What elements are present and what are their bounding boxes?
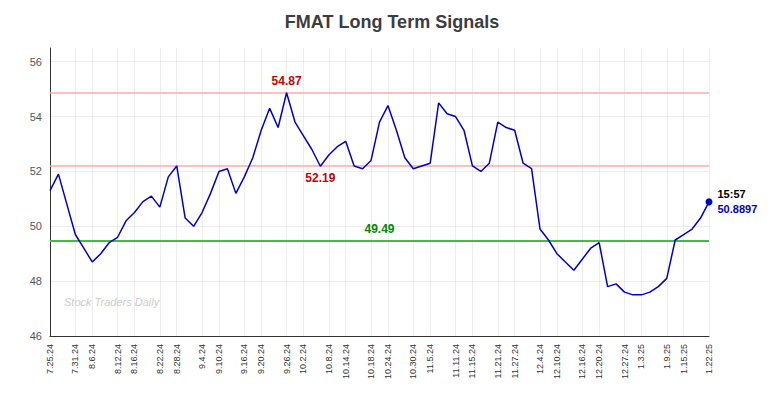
svg-text:7.31.24: 7.31.24 — [70, 344, 80, 374]
svg-text:1.3.25: 1.3.25 — [636, 344, 646, 369]
svg-text:49.49: 49.49 — [364, 222, 394, 236]
svg-text:9.4.24: 9.4.24 — [197, 344, 207, 369]
svg-text:48: 48 — [30, 275, 42, 287]
svg-text:1.22.25: 1.22.25 — [704, 344, 714, 374]
svg-text:8.22.24: 8.22.24 — [155, 344, 165, 374]
svg-text:11.15.24: 11.15.24 — [467, 344, 477, 378]
svg-text:FMAT Long Term Signals: FMAT Long Term Signals — [285, 12, 499, 32]
svg-text:10.8.24: 10.8.24 — [324, 344, 334, 374]
svg-text:8.16.24: 8.16.24 — [129, 344, 139, 374]
svg-text:11.5.24: 11.5.24 — [425, 344, 435, 373]
svg-text:11.11.24: 11.11.24 — [451, 344, 461, 378]
svg-text:9.10.24: 9.10.24 — [214, 344, 224, 374]
svg-text:50: 50 — [30, 220, 42, 232]
svg-text:8.12.24: 8.12.24 — [113, 344, 123, 374]
svg-text:8.28.24: 8.28.24 — [172, 344, 182, 374]
svg-text:11.21.24: 11.21.24 — [493, 344, 503, 378]
svg-text:10.2.24: 10.2.24 — [298, 344, 308, 374]
svg-text:46: 46 — [30, 330, 42, 342]
svg-text:15:57: 15:57 — [718, 188, 746, 200]
svg-text:10.18.24: 10.18.24 — [366, 344, 376, 379]
svg-text:9.20.24: 9.20.24 — [256, 344, 266, 374]
svg-text:50.8897: 50.8897 — [718, 203, 758, 215]
svg-text:1.15.25: 1.15.25 — [679, 344, 689, 374]
svg-text:52: 52 — [30, 165, 42, 177]
svg-text:12.4.24: 12.4.24 — [535, 344, 545, 374]
svg-text:Stock Traders Daily: Stock Traders Daily — [64, 296, 161, 308]
svg-text:12.16.24: 12.16.24 — [577, 344, 587, 379]
svg-text:10.24.24: 10.24.24 — [383, 344, 393, 379]
svg-text:12.27.24: 12.27.24 — [620, 344, 630, 379]
svg-text:10.14.24: 10.14.24 — [341, 344, 351, 379]
svg-text:9.16.24: 9.16.24 — [239, 344, 249, 374]
svg-text:1.9.25: 1.9.25 — [662, 344, 672, 369]
svg-text:9.26.24: 9.26.24 — [282, 344, 292, 374]
svg-text:12.20.24: 12.20.24 — [594, 344, 604, 379]
svg-text:11.27.24: 11.27.24 — [510, 344, 520, 378]
svg-text:54: 54 — [30, 111, 42, 123]
svg-text:7.25.24: 7.25.24 — [45, 344, 55, 374]
svg-text:10.30.24: 10.30.24 — [408, 344, 418, 379]
svg-text:56: 56 — [30, 56, 42, 68]
svg-text:8.6.24: 8.6.24 — [87, 344, 97, 369]
svg-text:12.10.24: 12.10.24 — [552, 344, 562, 379]
svg-text:54.87: 54.87 — [272, 74, 302, 88]
svg-text:52.19: 52.19 — [305, 171, 335, 185]
